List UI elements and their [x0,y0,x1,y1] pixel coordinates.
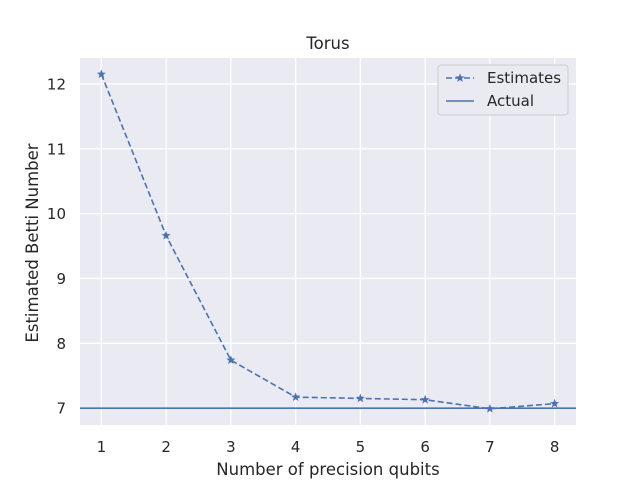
estimate-point [420,394,430,404]
x-tick-label: 1 [97,438,107,456]
y-tick-label: 8 [56,335,66,353]
legend-actual-label: Actual [487,92,534,110]
estimate-point [161,230,171,240]
estimate-point [355,393,365,403]
y-tick-label: 11 [47,140,66,158]
x-tick-label: 6 [420,438,430,456]
x-tick-label: 8 [550,438,560,456]
series-layer [80,69,576,413]
estimate-point [291,392,301,401]
x-tick-label: 2 [161,438,171,456]
legend-frame [437,64,569,116]
y-tick-label: 12 [47,75,66,93]
y-tick-label: 7 [56,400,66,418]
estimates-line [100,73,555,410]
y-tick-label: 9 [56,270,66,288]
legend-estimates-label: Estimates [487,69,561,87]
estimate-point [550,398,560,408]
x-tick-label: 3 [226,438,236,456]
x-tick-label: 5 [356,438,366,456]
x-axis-label: Number of precision qubits [216,460,439,479]
legend-estimates-marker [455,73,465,82]
y-tick-label: 10 [47,205,66,223]
plot-area [80,58,576,425]
estimate-point [485,403,495,413]
y-axis-label: Estimated Betti Number [23,143,42,342]
x-tick-label: 7 [485,438,495,456]
legend: Estimates Actual [437,64,569,116]
estimate-point [96,69,106,79]
x-tick-label: 4 [291,438,301,456]
chart-title: Torus [305,34,349,53]
estimate-point [226,355,236,365]
